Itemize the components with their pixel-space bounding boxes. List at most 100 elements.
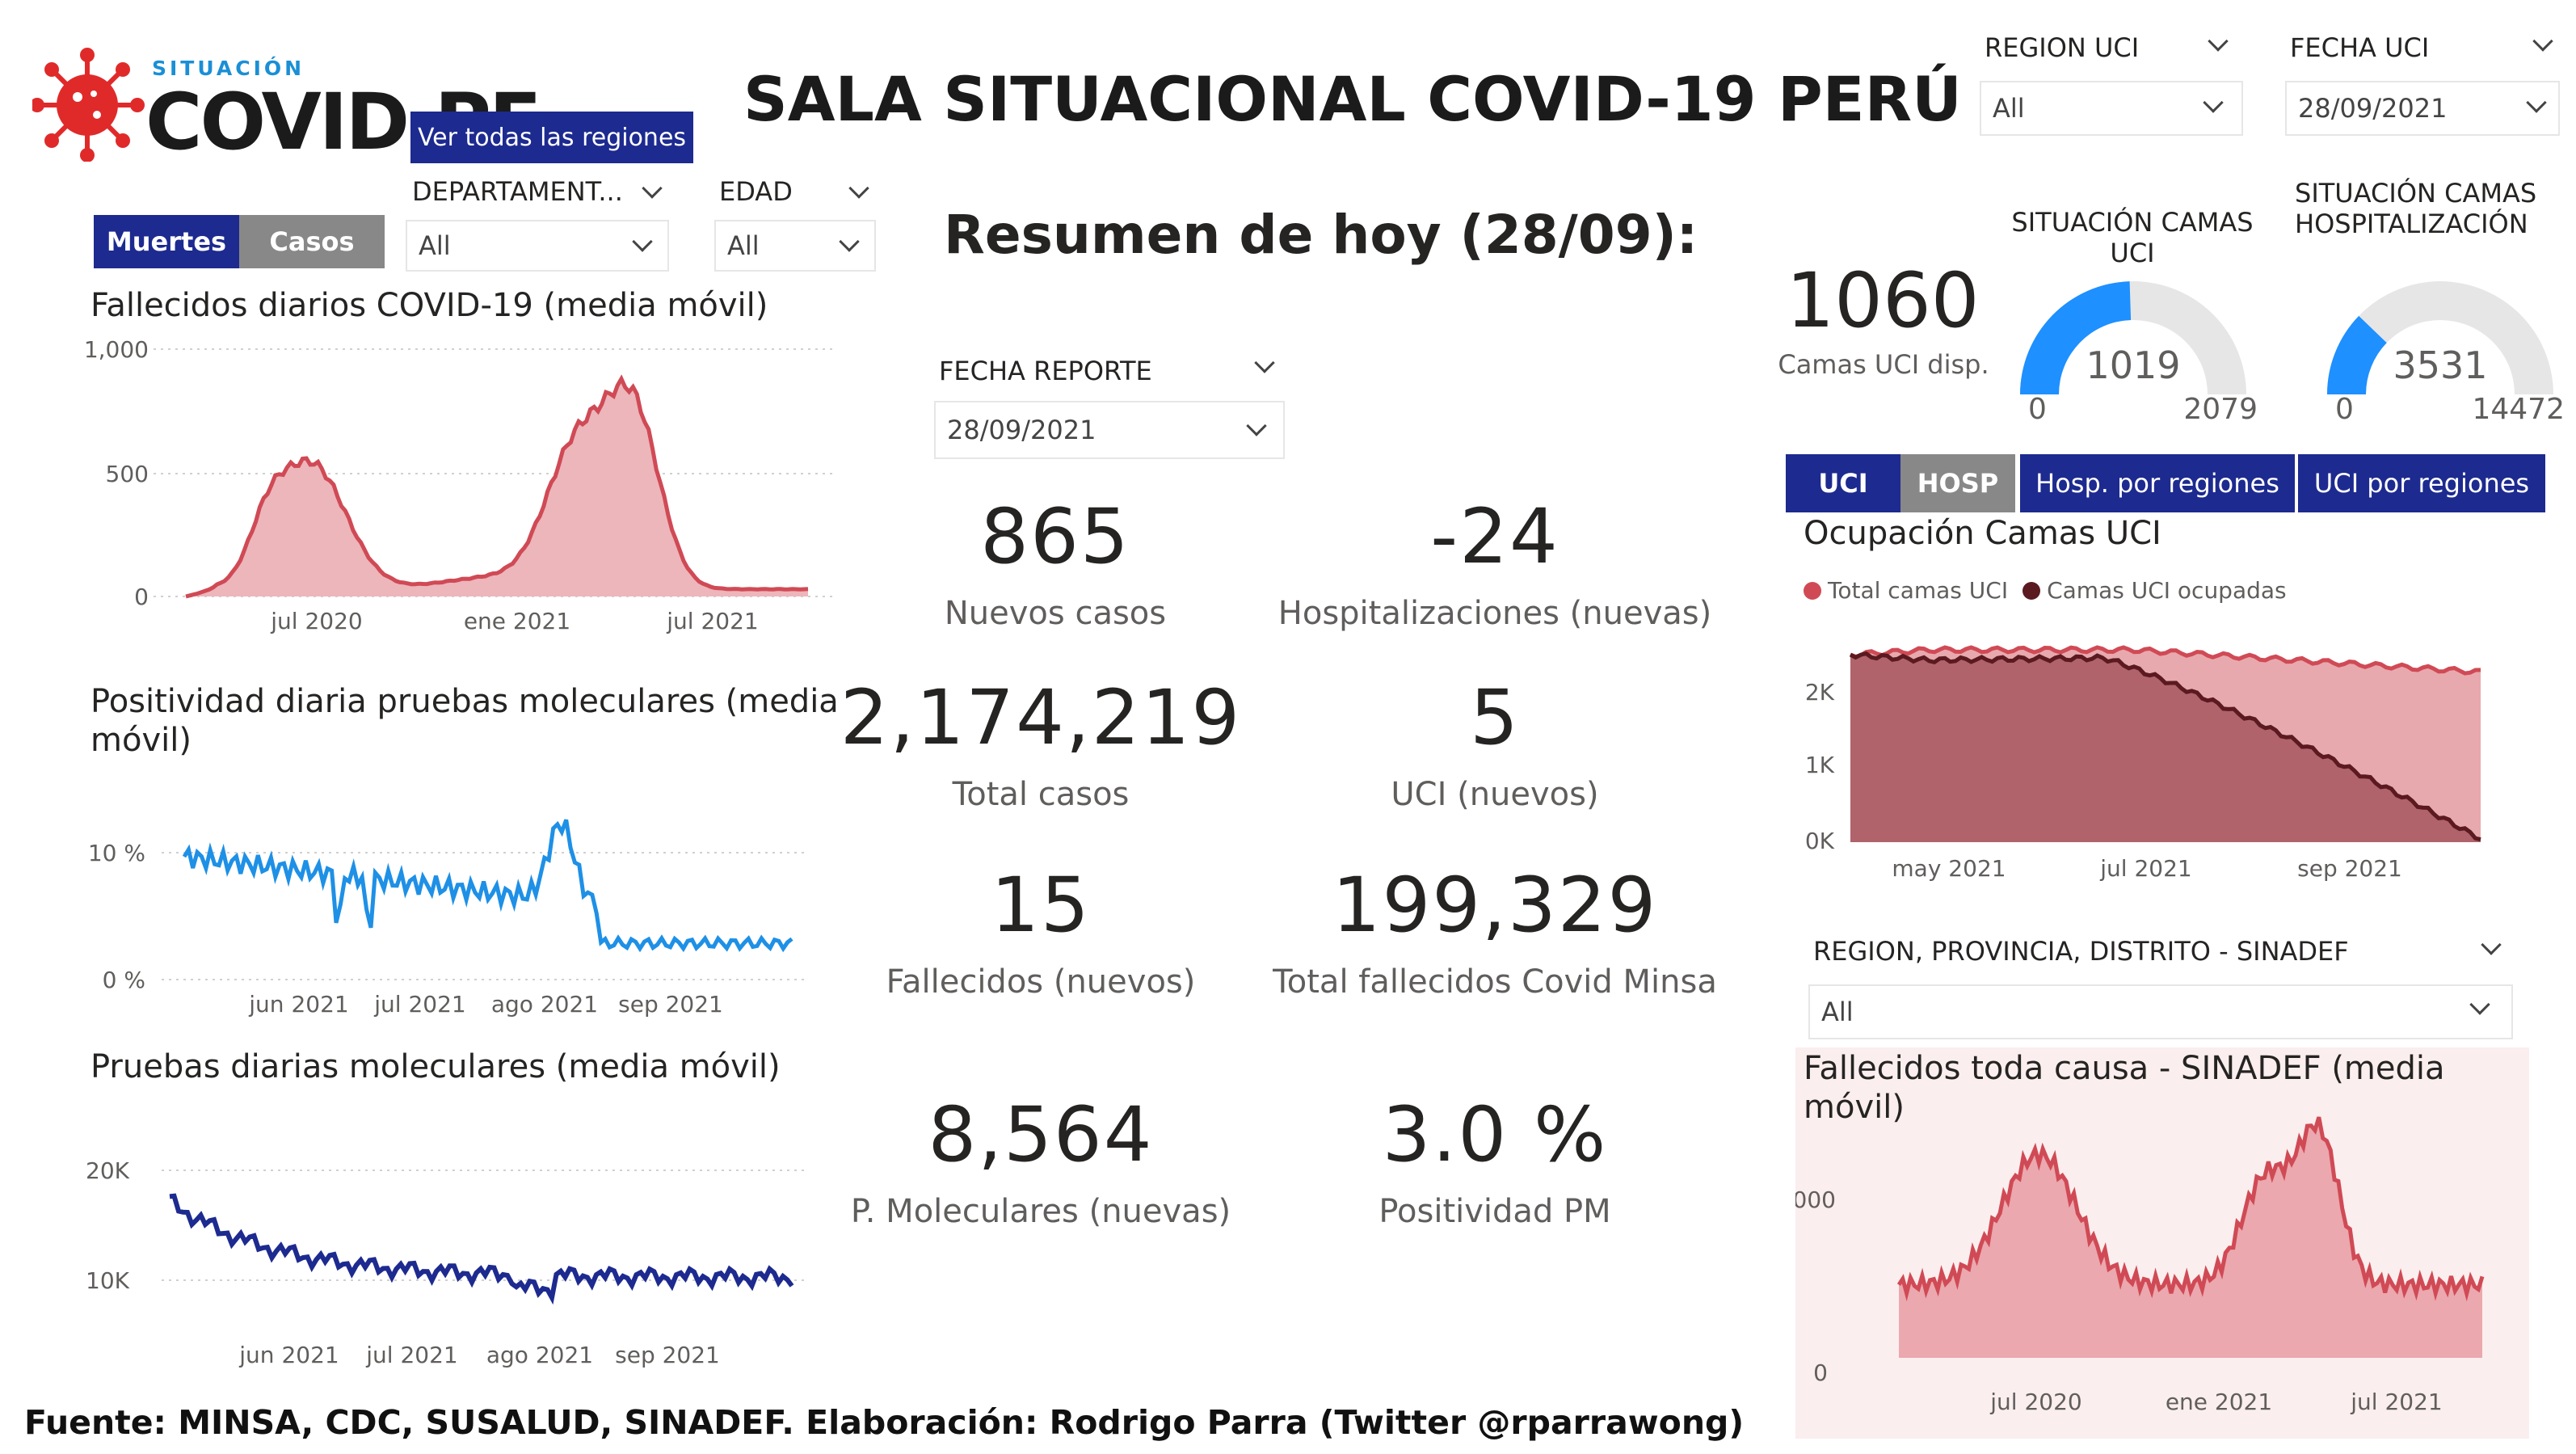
sinadef-region-dropdown[interactable]: All <box>1808 984 2513 1039</box>
kpi-value: 199,329 <box>1332 862 1658 950</box>
icu-available-value: 1060 <box>1786 257 1980 345</box>
kpi-value: -24 <box>1430 493 1559 581</box>
chevron-down-icon[interactable] <box>848 178 869 199</box>
x-tick-label: may 2021 <box>1892 855 2006 882</box>
chevron-down-icon[interactable] <box>2532 31 2553 52</box>
kpi-label: UCI (nuevos) <box>1391 776 1599 813</box>
deaths-chart[interactable]: 1,000 500 0 jul 2020 ene 2021 jul 2021 <box>81 331 857 655</box>
y-tick-label: 20K <box>86 1157 130 1184</box>
edad-dropdown[interactable]: All <box>714 220 876 272</box>
sinadef-chart[interactable]: 1000 0 jul 2020 ene 2021 jul 2021 <box>1795 1115 2529 1422</box>
tab-uci[interactable]: UCI <box>1786 454 1900 512</box>
kpi-label: Nuevos casos <box>944 595 1167 632</box>
departamento-dropdown[interactable]: All <box>406 220 669 272</box>
gauge-max: 14472 <box>2472 393 2565 426</box>
gauge-fill <box>2327 315 2387 394</box>
icu-occupied-line <box>1849 651 2481 842</box>
legend-dot-occupied <box>2022 581 2041 600</box>
x-tick-label: jul 2020 <box>1989 1389 2081 1415</box>
sinadef-chart-title: Fallecidos toda causa - SINADEF (media m… <box>1804 1050 2445 1126</box>
kpi-label: Hospitalizaciones (nuevas) <box>1277 595 1712 632</box>
covid-pe-logo: SITUACIÓN COVID.PE <box>32 32 542 170</box>
chevron-down-icon[interactable] <box>2481 934 2502 955</box>
tab-hosp[interactable]: HOSP <box>1900 454 2015 512</box>
region-uci-value: All <box>1993 93 2025 124</box>
x-tick-label: ene 2021 <box>464 608 570 634</box>
y-tick-label: 0K <box>1805 828 1835 854</box>
gauge-hosp-title-line1: SITUACIÓN CAMAS <box>2295 178 2537 209</box>
icu-available-label: Camas UCI disp. <box>1778 349 1989 380</box>
gauge-hosp[interactable]: 3531 0 14472 <box>2311 257 2576 427</box>
x-tick-label: ago 2021 <box>486 1342 593 1368</box>
kpi-value: 8,564 <box>928 1091 1154 1179</box>
positivity-chart-title: Positividad diaria pruebas moleculares (… <box>90 683 839 759</box>
gauge-value: 3531 <box>2393 343 2487 387</box>
fecha-uci-dropdown[interactable]: 28/09/2021 <box>2285 81 2560 136</box>
positivity-line <box>182 819 793 953</box>
y-tick-label: 1K <box>1805 752 1835 778</box>
page-title: SALA SITUACIONAL COVID-19 PERÚ <box>743 63 1962 135</box>
positivity-chart[interactable]: 10 % 0 % jun 2021 jul 2021 ago 2021 sep 2021 <box>81 800 832 1026</box>
sinadef-area <box>1899 1117 2482 1358</box>
edad-slicer-label: EDAD <box>719 176 793 207</box>
kpi-value: 865 <box>980 493 1130 581</box>
fecha-uci-value: 28/09/2021 <box>2298 93 2448 124</box>
gauge-hosp-title: SITUACIÓN CAMAS HOSPITALIZACIÓN <box>2295 178 2576 239</box>
fecha-reporte-value: 28/09/2021 <box>947 415 1096 445</box>
x-tick-label: jul 2021 <box>365 1342 457 1368</box>
chevron-down-icon[interactable] <box>2208 31 2229 52</box>
gauge-track <box>2327 281 2553 394</box>
y-tick-label: 2K <box>1805 679 1835 706</box>
x-tick-label: jun 2021 <box>248 991 348 1018</box>
sinadef-slicer-label: REGION, PROVINCIA, DISTRITO - SINADEF <box>1813 936 2349 967</box>
kpi-value: 2,174,219 <box>840 674 1242 762</box>
y-tick-label: 1000 <box>1795 1186 1836 1213</box>
icu-chart[interactable]: 2K 1K 0K may 2021 jul 2021 sep 2021 <box>1794 622 2505 897</box>
gauge-fill <box>2020 281 2132 394</box>
x-tick-label: sep 2021 <box>615 1342 720 1368</box>
tab-casos[interactable]: Casos <box>239 215 385 268</box>
deaths-line <box>185 374 809 599</box>
kpi-label: Fallecidos (nuevos) <box>886 963 1196 1001</box>
gauge-uci[interactable]: 1019 0 2079 <box>2004 257 2271 427</box>
tab-muertes[interactable]: Muertes <box>94 215 239 268</box>
y-tick-label: 0 % <box>103 967 145 993</box>
tests-chart[interactable]: 20K 10K jun 2021 jul 2021 ago 2021 sep 2021 <box>81 1132 832 1382</box>
x-tick-label: jul 2021 <box>2350 1389 2442 1415</box>
tab-hosp-por-regiones[interactable]: Hosp. por regiones <box>2020 454 2295 512</box>
sinadef-panel <box>1795 1047 2529 1439</box>
fecha-reporte-slicer-label: FECHA REPORTE <box>939 356 1152 386</box>
gauge-value: 1019 <box>2086 343 2180 387</box>
all-regions-button[interactable]: Ver todas las regiones <box>410 112 693 163</box>
y-tick-label: 0 <box>134 584 149 610</box>
sinadef-line <box>1896 1116 2485 1302</box>
deaths-chart-title: Fallecidos diarios COVID-19 (media móvil… <box>90 287 768 324</box>
logo-subtitle: SITUACIÓN <box>152 57 305 80</box>
fecha-uci-slicer-label: FECHA UCI <box>2290 32 2430 63</box>
y-tick-label: 500 <box>106 461 149 487</box>
y-tick-label: 0 <box>1813 1359 1828 1386</box>
deaths-area <box>186 378 808 596</box>
tab-uci-por-regiones[interactable]: UCI por regiones <box>2298 454 2545 512</box>
region-uci-dropdown[interactable]: All <box>1980 81 2243 136</box>
icu-chart-title: Ocupación Camas UCI <box>1804 515 2161 552</box>
tests-line <box>169 1193 794 1305</box>
region-uci-slicer-label: REGION UCI <box>1985 32 2140 63</box>
kpi-value: 5 <box>1470 674 1520 762</box>
legend-occupied-label: Camas UCI ocupadas <box>2047 577 2287 604</box>
fecha-reporte-dropdown[interactable]: 28/09/2021 <box>934 401 1285 459</box>
sinadef-region-value: All <box>1821 997 1854 1027</box>
kpi-label: Total fallecidos Covid Minsa <box>1273 963 1717 1001</box>
chevron-down-icon[interactable] <box>1254 352 1275 373</box>
gauge-min: 0 <box>2335 393 2354 426</box>
x-tick-label: jul 2021 <box>666 608 758 634</box>
gauge-max: 2079 <box>2183 393 2258 426</box>
tests-chart-title: Pruebas diarias moleculares (media móvil… <box>90 1048 781 1085</box>
x-tick-label: jul 2021 <box>373 991 465 1018</box>
x-tick-label: jul 2021 <box>2099 855 2191 882</box>
summary-heading: Resumen de hoy (28/09): <box>944 204 1698 266</box>
kpi-label: Total casos <box>952 776 1130 813</box>
x-tick-label: ene 2021 <box>2166 1389 2272 1415</box>
y-tick-label: 10 % <box>88 840 145 866</box>
x-tick-label: sep 2021 <box>2297 855 2402 882</box>
